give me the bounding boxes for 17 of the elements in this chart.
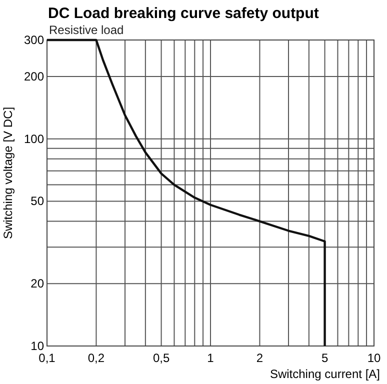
y-tick-label: 100: [24, 132, 44, 146]
x-tick-label: 0,2: [88, 351, 105, 365]
x-tick-label: 5: [321, 351, 328, 365]
y-tick-label: 300: [24, 33, 44, 47]
y-tick-label: 50: [30, 194, 44, 208]
y-tick-label: 20: [30, 276, 44, 291]
x-tick-label: 1: [207, 351, 214, 365]
x-tick-label: 2: [256, 351, 264, 365]
chart-title: DC Load breaking curve safety output: [48, 5, 319, 22]
x-tick-label: 10: [367, 351, 381, 365]
y-axis-title: Switching voltage [V DC]: [1, 106, 15, 240]
chart-subtitle: Resistive load: [49, 23, 124, 37]
y-tick-label: 10: [30, 339, 44, 353]
x-axis-title: Switching current [A]: [270, 367, 380, 381]
x-tick-label: 0,5: [152, 351, 170, 365]
x-tick-label: 0,1: [38, 351, 56, 365]
y-tick-label: 200: [24, 69, 44, 84]
